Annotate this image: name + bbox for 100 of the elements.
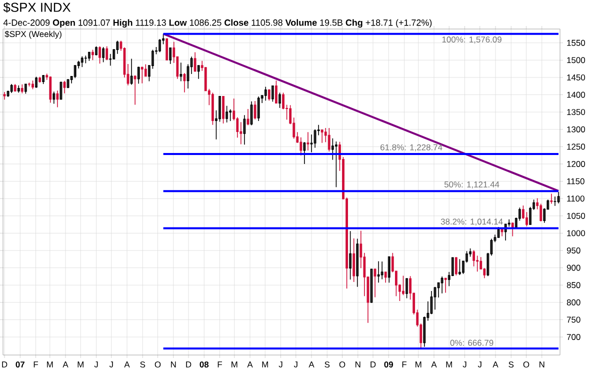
candlestick: [169, 47, 172, 64]
candlestick: [66, 78, 70, 89]
x-tick-label: O: [339, 362, 346, 368]
x-tick-label: F: [34, 362, 38, 368]
candlestick: [229, 108, 232, 122]
candlestick: [106, 46, 108, 61]
annotation: $SPX (Weekly): [4, 30, 62, 39]
x-tick-label: J: [278, 362, 282, 368]
candlestick: [526, 212, 528, 227]
candlestick: [454, 256, 458, 276]
x-tick-label: A: [247, 362, 253, 368]
candlestick: [52, 91, 56, 104]
candlestick: [180, 62, 182, 82]
candlestick: [331, 138, 334, 160]
x-tick-label: J: [294, 362, 298, 368]
x-tick-label: A: [492, 362, 498, 368]
candlestick: [35, 76, 38, 88]
candlestick: [92, 49, 94, 61]
x-tick-label: N: [171, 362, 176, 368]
candlestick: [60, 81, 62, 100]
y-tick-label: 1250: [567, 144, 586, 150]
candlestick: [222, 96, 224, 124]
candlestick: [511, 222, 514, 237]
y-tick-label: 1300: [567, 126, 586, 132]
x-tick-label: 07: [16, 362, 24, 368]
x-tick-label: A: [431, 362, 437, 368]
x-tick-label: A: [308, 362, 314, 368]
y-tick-label: 900: [566, 264, 580, 271]
candlestick: [497, 226, 500, 238]
candlestick: [278, 92, 281, 108]
candlestick: [204, 66, 207, 92]
candlestick: [349, 230, 352, 280]
y-tick-label: 1100: [567, 196, 584, 202]
candlestick: [98, 46, 101, 64]
candlestick: [384, 272, 387, 284]
x-tick-label: D: [2, 362, 8, 368]
candlestick: [328, 128, 330, 152]
y-tick-label: 1000: [567, 230, 586, 236]
y-tick-label: 1200: [567, 160, 586, 167]
candlestick: [306, 132, 310, 151]
candlestick: [243, 114, 246, 145]
candlestick: [540, 203, 542, 222]
y-tick-label: 1400: [567, 92, 586, 98]
x-tick-label: J: [94, 362, 98, 368]
candlestick: [254, 100, 256, 120]
x-tick-label: 08: [200, 362, 209, 368]
y-tick-label: 1350: [567, 109, 586, 116]
x-tick-label: O: [154, 362, 161, 368]
annotation: 61.8%: 1,228.74: [380, 144, 442, 152]
candlestick: [451, 257, 454, 276]
candlestick: [380, 261, 384, 280]
y-tick-label: 850: [566, 282, 580, 288]
x-tick-label: M: [78, 362, 84, 368]
x-tick-label: A: [124, 362, 130, 368]
candlestick: [352, 238, 356, 282]
candlestick: [24, 84, 27, 94]
candlestick: [310, 134, 313, 153]
candlestick: [158, 38, 161, 53]
candlestick: [504, 223, 507, 241]
x-tick-label: 09: [384, 362, 394, 368]
candlestick: [226, 105, 228, 123]
annotation: 0%: 666.79: [450, 340, 494, 346]
x-tick-label: M: [47, 362, 53, 368]
candlestick: [370, 268, 373, 304]
candlestick: [282, 92, 284, 110]
candlestick: [250, 100, 253, 126]
x-tick-label: O: [523, 362, 530, 368]
candlestick: [140, 66, 144, 84]
x-tick-label: J: [109, 362, 113, 368]
candlestick: [218, 96, 221, 122]
x-tick-label: M: [232, 362, 238, 368]
candlestick: [271, 85, 274, 102]
x-tick-label: S: [324, 362, 330, 368]
text: 4-Dec-2009 Open 1091.07 High 1119.13 Low 1086.25 Close 1105.98 Volume 19.5B Chg +18.71 (+1.72%): [3, 19, 432, 28]
candlestick: [476, 255, 479, 272]
x-tick-label: J: [478, 362, 482, 368]
candlestick: [334, 141, 338, 188]
candlestick: [406, 278, 408, 299]
y-tick-label: 700: [566, 334, 580, 340]
candlestick: [314, 128, 316, 148]
x-tick-label: N: [356, 362, 360, 368]
annotation: 38.2%: 1,014.14: [440, 218, 503, 226]
candlestick: [388, 256, 390, 284]
x-tick-label: A: [62, 362, 68, 368]
candlestick: [303, 142, 306, 164]
y-tick-label: 800: [566, 299, 580, 306]
candlestick: [434, 286, 436, 310]
candlestick: [137, 66, 140, 84]
candlestick: [49, 76, 52, 104]
candlestick: [268, 88, 270, 102]
candlestick: [197, 64, 200, 80]
x-tick-label: M: [446, 362, 452, 368]
candlestick: [134, 74, 136, 106]
candlestick: [356, 238, 359, 288]
candlestick: [257, 96, 260, 122]
x-tick-label: D: [370, 362, 376, 368]
candlestick: [423, 316, 426, 348]
candlestick: [440, 276, 444, 294]
candlestick: [130, 58, 133, 86]
candlestick: [320, 128, 324, 144]
